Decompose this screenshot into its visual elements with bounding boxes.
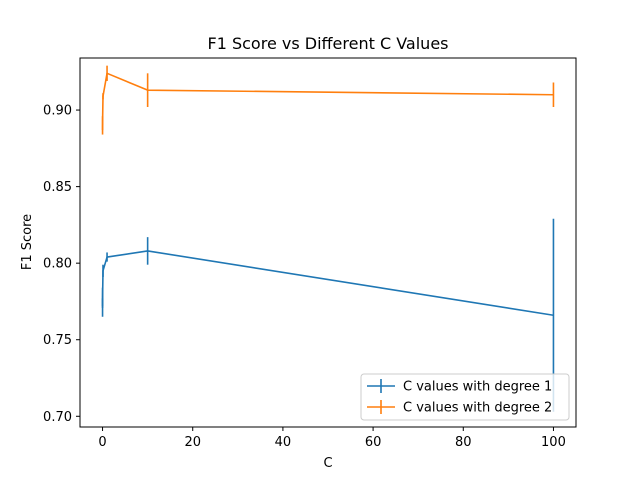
data-point <box>101 306 104 309</box>
x-tick-label: 20 <box>184 435 201 450</box>
x-tick-label: 100 <box>541 435 566 450</box>
data-point <box>101 296 104 298</box>
legend-label: C values with degree 2 <box>403 401 552 416</box>
x-tick-label: 0 <box>98 435 106 450</box>
data-point <box>147 89 149 91</box>
data-point <box>552 314 555 316</box>
y-tick-label: 0.90 <box>43 104 72 119</box>
x-tick-label: 40 <box>275 435 292 450</box>
x-tick-label: 80 <box>455 435 472 450</box>
x-axis-label: C <box>323 456 332 471</box>
y-axis-label: F1 Score <box>20 214 35 270</box>
y-tick-label: 0.85 <box>43 180 72 195</box>
legend-entry: C values with degree 2 <box>367 400 552 416</box>
legend: C values with degree 1 C values with degr… <box>360 373 570 421</box>
legend-box <box>360 373 570 421</box>
series-2 <box>101 65 555 135</box>
y-tick-label: 0.80 <box>43 257 72 272</box>
chart-title: F1 Score vs Different C Values <box>208 34 449 53</box>
y-tick-label: 0.70 <box>43 410 72 425</box>
data-point <box>106 72 108 74</box>
legend-label: C values with degree 1 <box>403 380 552 395</box>
data-point <box>102 270 104 272</box>
data-point <box>552 94 555 96</box>
data-point <box>101 120 104 122</box>
data-point <box>101 129 104 131</box>
data-point <box>106 256 108 258</box>
x-tick-label: 60 <box>365 435 382 450</box>
y-tick-label: 0.75 <box>43 333 72 348</box>
data-point <box>102 95 104 97</box>
axes-layer: 0 20 40 60 80 100 0.70 0.75 0.80 0.85 0.90 <box>43 57 577 450</box>
legend-entry: C values with degree 1 <box>367 379 552 395</box>
data-point <box>147 250 149 252</box>
axes-frame <box>79 57 577 428</box>
